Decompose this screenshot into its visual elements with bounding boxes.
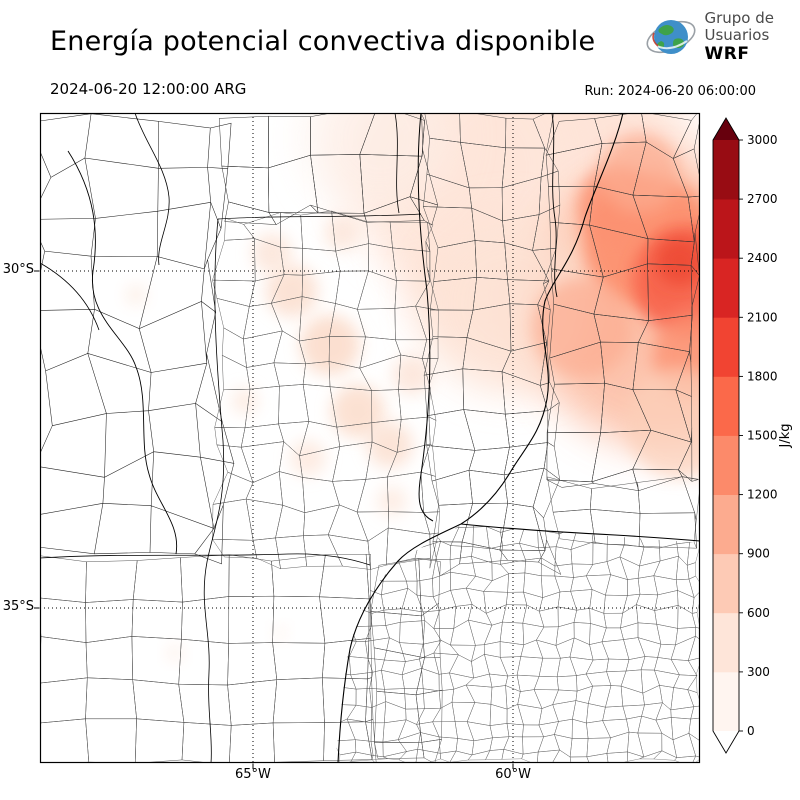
department-mesh [40, 554, 377, 763]
department-mesh [211, 210, 440, 570]
province-borders-layer [40, 113, 700, 763]
department-mesh [422, 113, 562, 577]
border-northeast [551, 113, 558, 298]
cape-blob [625, 368, 700, 478]
border-parana [460, 113, 624, 525]
cape-blob [324, 215, 360, 251]
cape-blob [252, 233, 292, 273]
colorbar-segment [713, 140, 739, 200]
colorbar: 0 300 600 900 1200 1500 1800 2100 2400 2700 3000 J/… [712, 117, 793, 754]
globe-icon [646, 20, 696, 55]
colorbar-unit-label: J/kg [778, 424, 793, 449]
latlon-gridlines-layer [40, 113, 700, 763]
logo-line2: Usuarios [704, 26, 770, 45]
border-lapampa-north [40, 553, 371, 566]
border-ba-north [460, 523, 700, 542]
cape-blob [273, 626, 287, 640]
colorbar-segment [713, 612, 739, 673]
colorbar-segment [713, 376, 739, 436]
colorbar-tick-label: 600 [747, 606, 770, 620]
border-ba-west [337, 523, 462, 763]
cape-blob [167, 645, 183, 661]
border-santiago-chaco [394, 113, 400, 214]
map-frame [39, 112, 701, 764]
colorbar-segment [713, 199, 739, 259]
colorbar-arrow-top [713, 118, 739, 140]
colorbar-tick-label: 300 [747, 665, 770, 679]
colorbar-segment [713, 671, 739, 732]
axis-ticks-layer [34, 270, 514, 769]
colorbar-tick-label: 1800 [747, 369, 778, 383]
border-cordoba-west [203, 218, 225, 763]
cape-blob [367, 422, 413, 468]
department-mesh [545, 113, 700, 492]
cape-blob [290, 440, 326, 476]
lon-tick-label: 65°W [235, 767, 271, 782]
cape-blob [126, 285, 146, 305]
department-mesh [370, 558, 443, 763]
cape-blob [232, 388, 258, 414]
colorbar-tick-label: 2400 [747, 251, 778, 265]
border-west-2 [40, 262, 100, 331]
lon-tick-label: 60°W [495, 767, 531, 782]
cape-blob [532, 278, 632, 378]
logo-line3: WRF [704, 43, 750, 64]
colorbar-segment [713, 258, 739, 318]
cape-blob [392, 355, 432, 395]
colorbar-segment [713, 553, 739, 614]
cape-blob [300, 315, 360, 375]
colorbar-tick-label: 2700 [747, 192, 778, 206]
map-canvas [34, 112, 701, 769]
lat-tick-label: 35°S [2, 598, 34, 614]
logo-text: Grupo de Usuarios WRF [704, 9, 774, 64]
colorbar-tick-label: 2100 [747, 310, 778, 324]
colorbar-segment [713, 494, 739, 555]
logo-line1: Grupo de [704, 9, 774, 27]
wrf-logo: Grupo de Usuarios WRF [645, 9, 774, 64]
cape-blob [656, 237, 700, 285]
colorbar-tick-label: 1500 [747, 429, 778, 443]
border-catamarca [134, 113, 170, 266]
border-santafe-west [417, 113, 434, 522]
colorbar-segment [713, 435, 739, 495]
cape-blob [377, 486, 407, 516]
department-mesh [40, 113, 235, 565]
colorbar-segment [713, 317, 739, 377]
colorbar-tick-label: 900 [747, 547, 770, 561]
border-west-ranges [67, 150, 178, 555]
cape-blob [305, 113, 455, 213]
colorbar-tick-label: 3000 [747, 133, 778, 147]
colorbar-arrow-bottom [713, 731, 739, 753]
run-time-label: Run: 2024-06-20 06:00:00 [584, 84, 756, 99]
cape-blob [266, 265, 318, 317]
lat-tick-label: 30°S [2, 262, 34, 277]
colorbar-tick-label: 1200 [747, 488, 778, 502]
page-title: Energía potencial convectiva disponible [50, 26, 596, 57]
colorbar-tick-label: 0 [747, 724, 755, 738]
border-cordoba-north [217, 213, 422, 220]
department-mesh [547, 476, 700, 549]
valid-time-label: 2024-06-20 12:00:00 ARG [50, 80, 247, 98]
cape-blob [600, 133, 680, 213]
